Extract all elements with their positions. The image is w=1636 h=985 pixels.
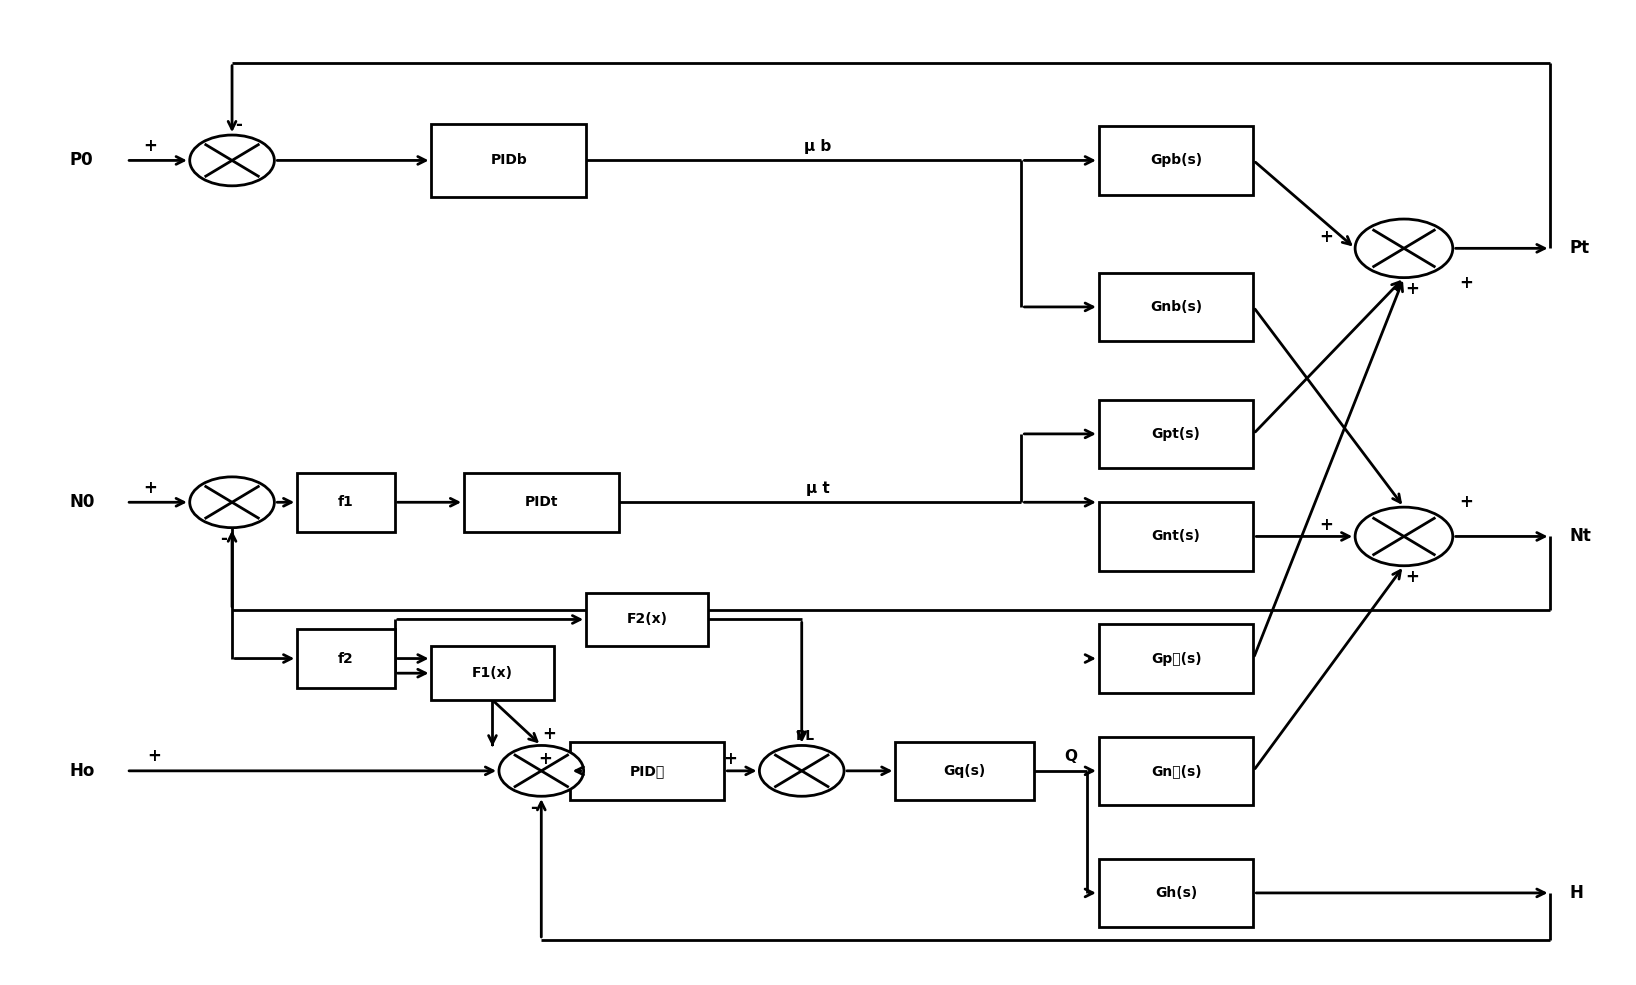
Text: f1: f1 bbox=[339, 495, 353, 509]
Text: f2: f2 bbox=[339, 651, 353, 666]
Text: +: + bbox=[1405, 568, 1418, 586]
FancyBboxPatch shape bbox=[1099, 737, 1253, 805]
Text: +: + bbox=[538, 751, 553, 768]
Text: PIDt: PIDt bbox=[525, 495, 558, 509]
Text: Gpb(s): Gpb(s) bbox=[1150, 154, 1202, 167]
Text: +: + bbox=[147, 748, 160, 765]
Text: +: + bbox=[1459, 493, 1472, 511]
FancyBboxPatch shape bbox=[432, 646, 553, 700]
Text: +: + bbox=[543, 725, 556, 743]
FancyBboxPatch shape bbox=[895, 742, 1034, 800]
Text: PID凝: PID凝 bbox=[630, 763, 664, 778]
Text: N0: N0 bbox=[69, 493, 95, 511]
Text: -: - bbox=[221, 530, 227, 549]
Text: Gp凝(s): Gp凝(s) bbox=[1150, 651, 1201, 666]
Text: Q: Q bbox=[1063, 749, 1076, 763]
Circle shape bbox=[190, 477, 275, 528]
FancyBboxPatch shape bbox=[298, 629, 394, 688]
Text: P0: P0 bbox=[69, 152, 93, 169]
FancyBboxPatch shape bbox=[1099, 126, 1253, 195]
Text: PIDb: PIDb bbox=[491, 154, 527, 167]
Circle shape bbox=[499, 746, 584, 796]
Text: +: + bbox=[144, 479, 157, 496]
Text: F2(x): F2(x) bbox=[627, 613, 667, 626]
FancyBboxPatch shape bbox=[569, 742, 725, 800]
Text: Gpt(s): Gpt(s) bbox=[1152, 427, 1201, 441]
FancyBboxPatch shape bbox=[298, 473, 394, 532]
Text: +: + bbox=[1405, 281, 1418, 298]
Text: +: + bbox=[144, 137, 157, 155]
Text: +: + bbox=[723, 751, 738, 768]
FancyBboxPatch shape bbox=[1099, 624, 1253, 692]
FancyBboxPatch shape bbox=[586, 593, 708, 646]
Text: +: + bbox=[1459, 274, 1472, 292]
Text: Nt: Nt bbox=[1571, 527, 1592, 546]
FancyBboxPatch shape bbox=[1099, 502, 1253, 570]
Text: Gh(s): Gh(s) bbox=[1155, 886, 1198, 900]
Text: Gq(s): Gq(s) bbox=[944, 763, 985, 778]
Text: μ t: μ t bbox=[807, 481, 829, 496]
FancyBboxPatch shape bbox=[465, 473, 618, 532]
Text: Ho: Ho bbox=[69, 761, 95, 780]
Text: μ b: μ b bbox=[805, 139, 831, 155]
Text: Gn凝(s): Gn凝(s) bbox=[1150, 763, 1201, 778]
Text: +: + bbox=[1319, 516, 1333, 534]
Text: H: H bbox=[1571, 884, 1584, 902]
Text: -: - bbox=[236, 116, 242, 134]
Circle shape bbox=[190, 135, 275, 186]
FancyBboxPatch shape bbox=[1099, 400, 1253, 468]
FancyBboxPatch shape bbox=[432, 124, 586, 197]
FancyBboxPatch shape bbox=[1099, 273, 1253, 341]
Circle shape bbox=[759, 746, 844, 796]
Text: Gnb(s): Gnb(s) bbox=[1150, 300, 1202, 314]
Text: F1(x): F1(x) bbox=[471, 666, 514, 681]
Text: Pt: Pt bbox=[1571, 239, 1590, 257]
Circle shape bbox=[1355, 219, 1453, 278]
Text: -: - bbox=[530, 799, 537, 817]
Text: PL: PL bbox=[795, 729, 815, 743]
Text: +: + bbox=[1319, 228, 1333, 245]
FancyBboxPatch shape bbox=[1099, 859, 1253, 927]
Text: Gnt(s): Gnt(s) bbox=[1152, 530, 1201, 544]
Circle shape bbox=[1355, 507, 1453, 565]
